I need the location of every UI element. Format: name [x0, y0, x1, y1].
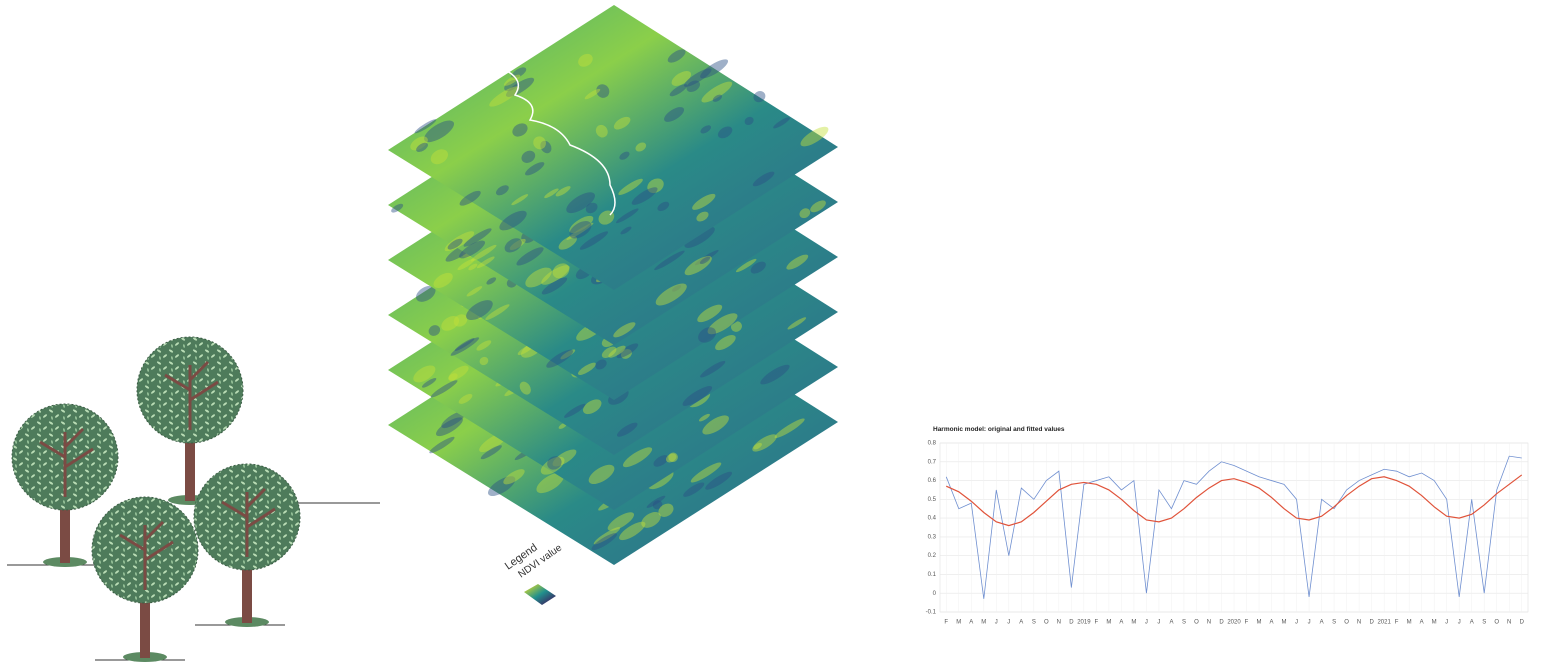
- x-tick-label: F: [1095, 620, 1099, 626]
- x-tick-label: A: [1470, 620, 1474, 626]
- x-tick-label: F: [1395, 620, 1399, 626]
- x-tick-label: 2021: [1377, 620, 1391, 626]
- x-tick-label: J: [995, 620, 998, 626]
- chart: Harmonic model: original and fitted valu…: [926, 426, 1528, 626]
- x-tick-label: A: [1019, 620, 1023, 626]
- y-tick-label: 0.7: [928, 459, 937, 465]
- x-tick-label: A: [1420, 620, 1424, 626]
- x-tick-label: 2019: [1077, 620, 1091, 626]
- x-tick-label: 2020: [1227, 620, 1241, 626]
- x-tick-label: D: [1520, 620, 1525, 626]
- y-tick-label: 0.5: [928, 497, 937, 503]
- x-tick-label: D: [1219, 620, 1224, 626]
- x-tick-label: M: [1282, 620, 1287, 626]
- x-tick-label: F: [1245, 620, 1249, 626]
- y-tick-label: 0.6: [928, 478, 937, 484]
- x-tick-label: N: [1357, 620, 1361, 626]
- figure: Legend NDVI value Harmonic model: origin…: [0, 0, 1544, 664]
- x-tick-label: S: [1482, 620, 1486, 626]
- x-tick-label: N: [1057, 620, 1061, 626]
- x-tick-label: J: [1145, 620, 1148, 626]
- y-tick-label: 0.1: [928, 572, 937, 578]
- map-legend: Legend NDVI value: [503, 530, 565, 584]
- x-tick-label: J: [1458, 620, 1461, 626]
- x-tick-label: A: [1320, 620, 1324, 626]
- chart-title: Harmonic model: original and fitted valu…: [933, 426, 1065, 433]
- x-tick-label: M: [1432, 620, 1437, 626]
- x-tick-label: S: [1032, 620, 1036, 626]
- ndvi-layers: [388, 5, 838, 565]
- x-tick-label: M: [1106, 620, 1111, 626]
- x-tick-label: S: [1332, 620, 1336, 626]
- x-tick-label: A: [1270, 620, 1274, 626]
- x-tick-label: J: [1308, 620, 1311, 626]
- x-tick-label: J: [1007, 620, 1010, 626]
- y-tick-label: 0: [933, 591, 937, 597]
- x-tick-label: A: [1169, 620, 1173, 626]
- x-tick-label: O: [1194, 620, 1199, 626]
- y-tick-label: 0.2: [928, 553, 937, 559]
- x-tick-label: M: [956, 620, 961, 626]
- x-tick-label: N: [1507, 620, 1511, 626]
- x-tick-label: A: [1119, 620, 1123, 626]
- x-tick-label: D: [1069, 620, 1074, 626]
- y-tick-label: -0.1: [926, 610, 937, 616]
- x-tick-label: F: [944, 620, 948, 626]
- x-tick-label: N: [1207, 620, 1211, 626]
- x-tick-label: M: [981, 620, 986, 626]
- y-tick-label: 0.4: [928, 516, 937, 522]
- x-tick-label: D: [1369, 620, 1374, 626]
- x-tick-label: J: [1445, 620, 1448, 626]
- x-tick-label: J: [1295, 620, 1298, 626]
- x-tick-label: A: [969, 620, 973, 626]
- x-tick-label: O: [1344, 620, 1349, 626]
- x-tick-label: S: [1182, 620, 1186, 626]
- x-tick-label: M: [1131, 620, 1136, 626]
- trees-illustration: [7, 337, 380, 662]
- x-tick-label: J: [1157, 620, 1160, 626]
- y-tick-label: 0.3: [928, 534, 937, 540]
- y-tick-label: 0.8: [928, 441, 937, 447]
- x-tick-label: M: [1407, 620, 1412, 626]
- legend-swatch: [524, 584, 556, 605]
- x-tick-label: O: [1494, 620, 1499, 626]
- x-tick-label: O: [1044, 620, 1049, 626]
- x-tick-label: M: [1257, 620, 1262, 626]
